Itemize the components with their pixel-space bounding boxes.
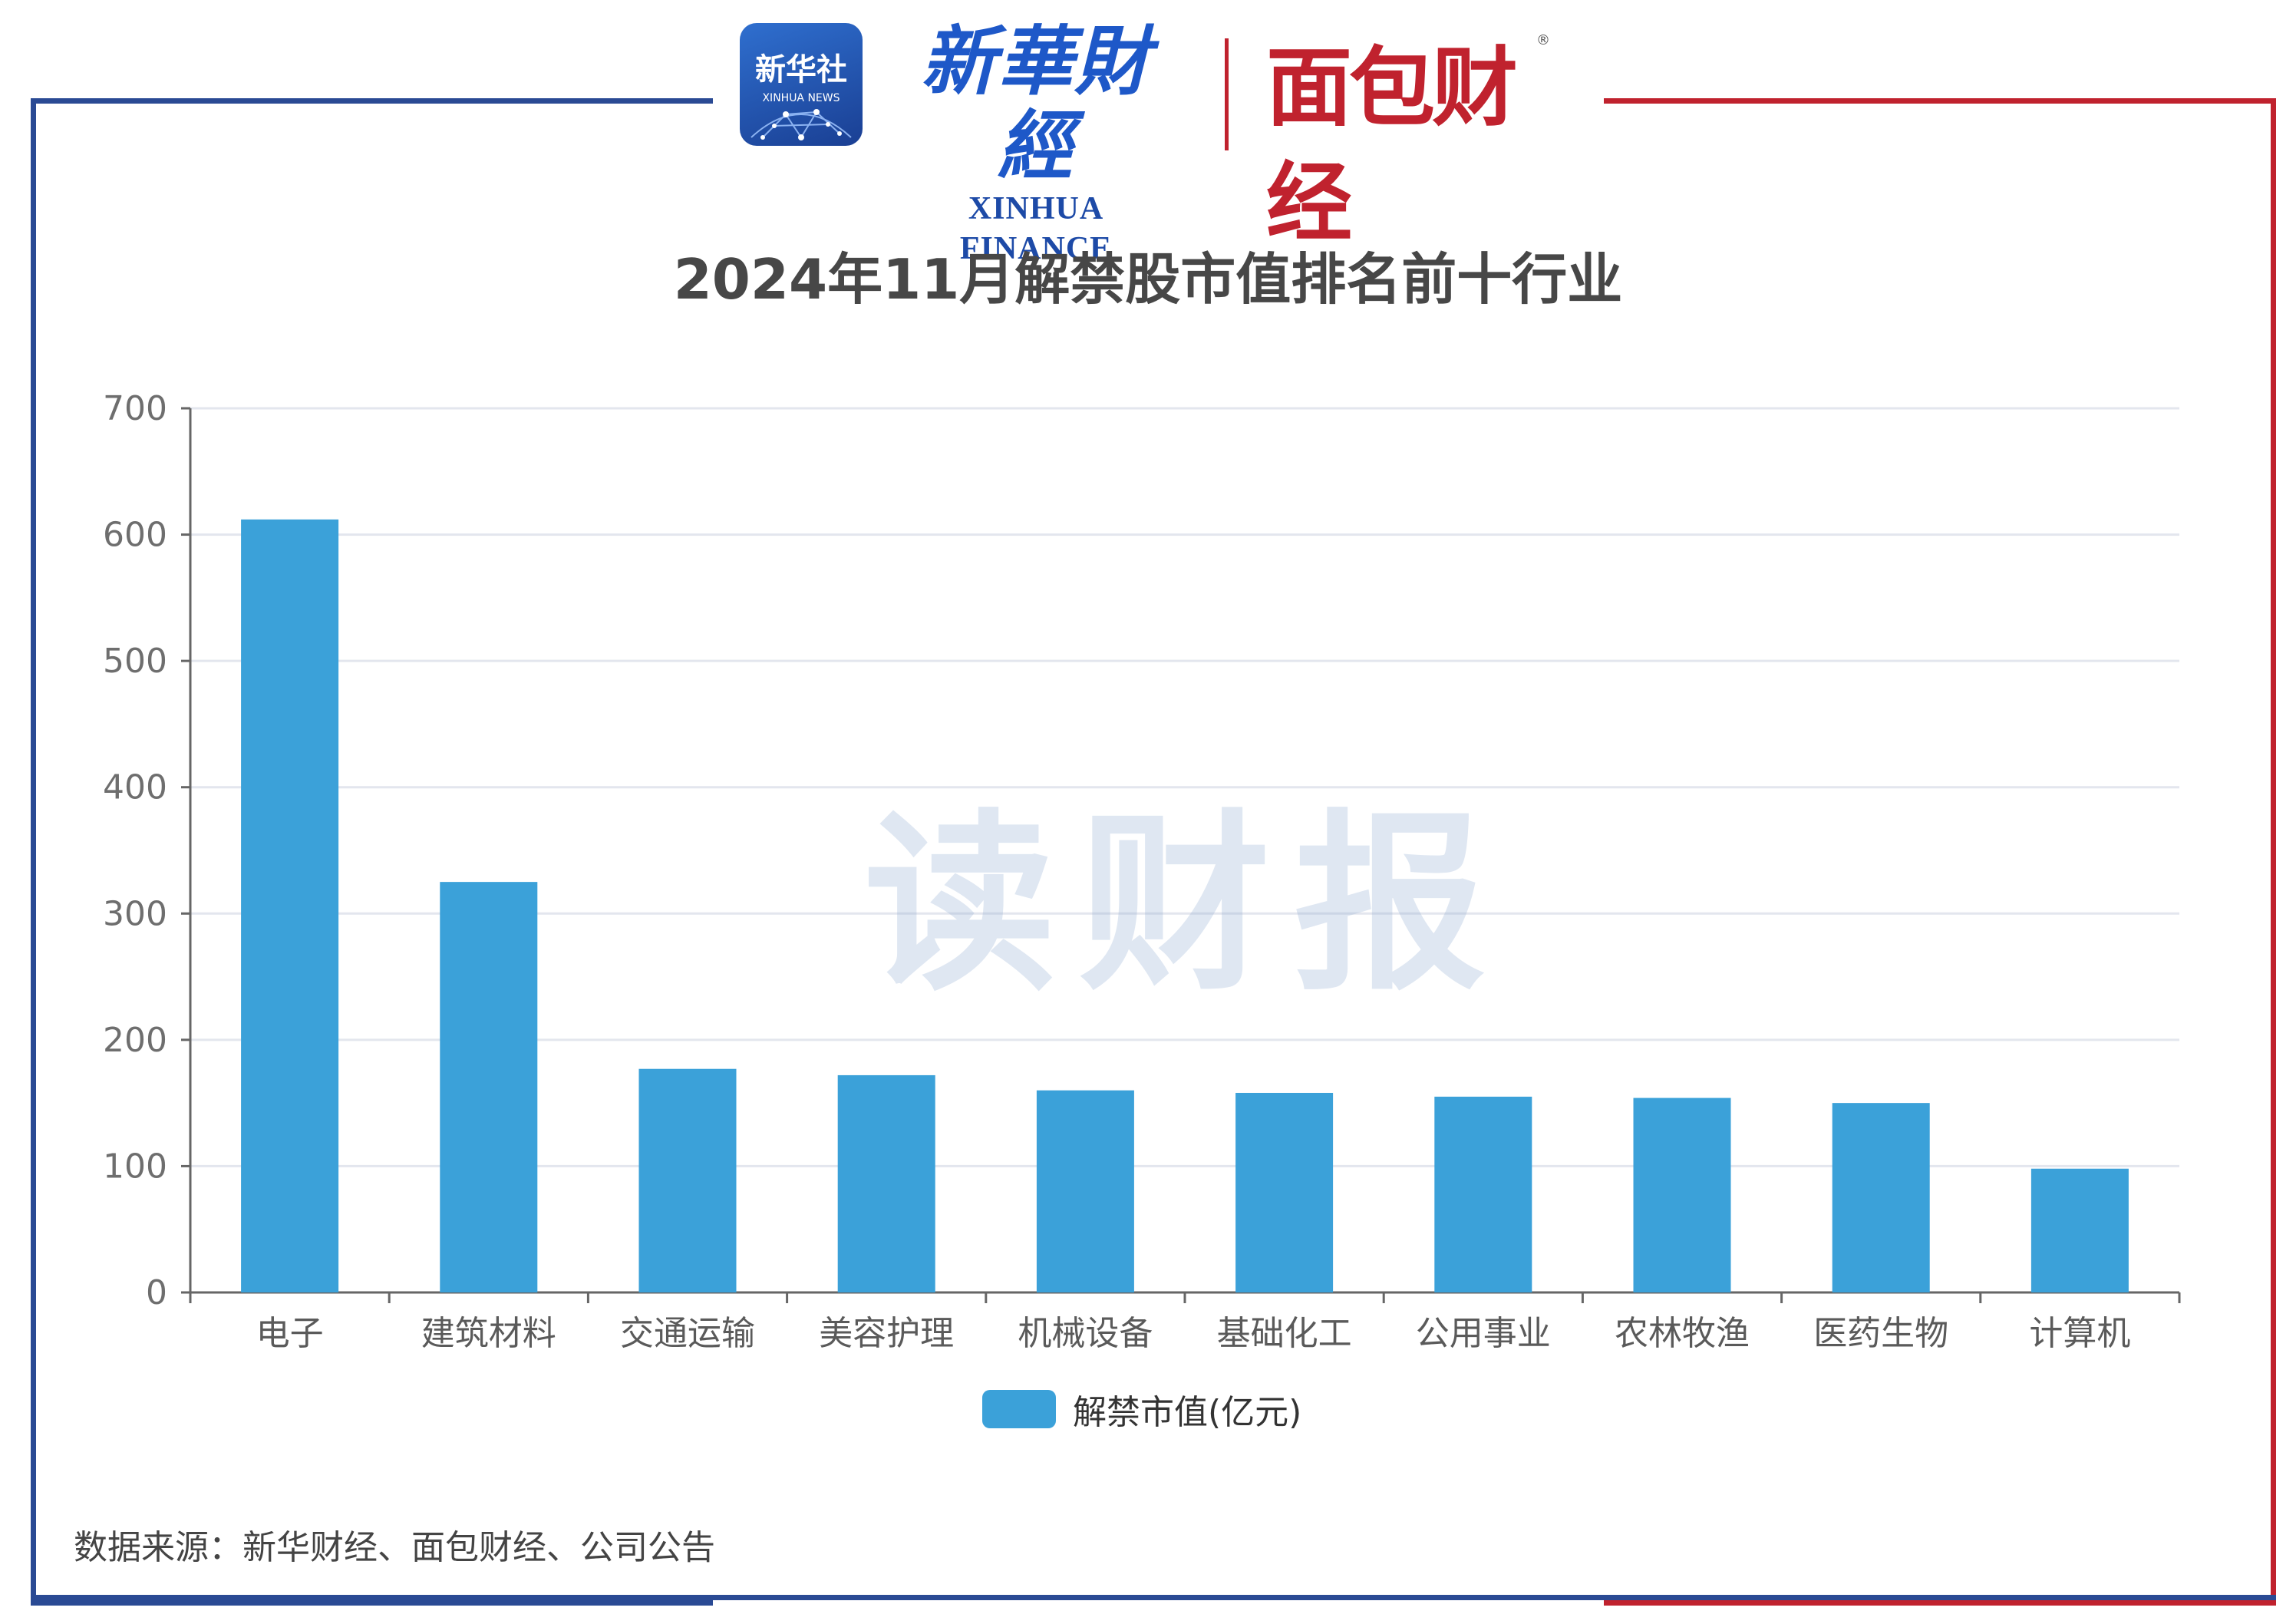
mianbao-finance-logo-text: 面包财经 — [1266, 38, 1518, 253]
y-tick-label: 100 — [103, 1147, 167, 1186]
network-globe-icon — [750, 109, 852, 140]
y-tick-label: 500 — [103, 642, 167, 681]
frame-left-border — [31, 98, 713, 1606]
bar — [1036, 1090, 1134, 1292]
frame-bottom-border — [31, 1595, 2276, 1600]
bar — [1633, 1098, 1731, 1292]
x-tick-label: 基础化工 — [1217, 1314, 1352, 1353]
x-tick-label: 农林牧渔 — [1615, 1314, 1750, 1353]
bar — [1434, 1096, 1532, 1292]
xinhua-finance-logo: 新華財經 XINHUA FINANCE — [890, 20, 1182, 267]
registered-mark: ® — [1536, 32, 1550, 48]
x-tick-label: 建筑材料 — [421, 1314, 556, 1353]
y-tick-label: 700 — [103, 389, 167, 428]
xinhua-news-logo-en: XINHUA NEWS — [762, 92, 840, 104]
mianbao-finance-logo: 面包财经 ® — [1266, 31, 1573, 253]
xinhua-news-logo: 新华社 XINHUA NEWS — [740, 23, 863, 146]
x-tick-label: 医药生物 — [1813, 1314, 1948, 1353]
chart-title: 2024年11月解禁股市值排名前十行业 — [673, 247, 1623, 312]
xinhua-news-logo-cn: 新华社 — [755, 52, 847, 87]
bar — [638, 1068, 737, 1292]
x-tick-label: 电子 — [256, 1314, 324, 1353]
y-tick-label: 600 — [103, 516, 167, 555]
frame-right-border — [1604, 98, 2276, 1606]
x-tick-label: 机械设备 — [1018, 1314, 1153, 1353]
xinhua-finance-logo-cn: 新華財經 — [920, 18, 1151, 190]
legend-label: 解禁市值(亿元) — [1073, 1393, 1302, 1432]
bar — [440, 882, 538, 1292]
bar — [1832, 1103, 1930, 1292]
x-tick-label: 交通运输 — [620, 1314, 755, 1353]
logo-separator — [1225, 38, 1229, 150]
legend-swatch — [982, 1390, 1056, 1428]
bar — [1235, 1092, 1334, 1292]
x-tick-label: 美容护理 — [819, 1314, 954, 1353]
data-source-note: 数据来源：新华财经、面包财经、公司公告 — [74, 1528, 715, 1567]
bar — [2030, 1168, 2129, 1292]
y-tick-label: 0 — [146, 1273, 167, 1312]
bar — [837, 1074, 935, 1292]
xinhua-finance-logo-en: XINHUA FINANCE — [959, 191, 1113, 266]
y-tick-label: 300 — [103, 894, 167, 933]
bar — [241, 519, 339, 1292]
y-tick-label: 400 — [103, 768, 167, 807]
y-tick-label: 200 — [103, 1021, 167, 1060]
watermark: 读财报 — [864, 793, 1509, 1016]
legend: 解禁市值(亿元) — [982, 1388, 1302, 1432]
x-tick-label: 计算机 — [2029, 1314, 2130, 1353]
x-tick-label: 公用事业 — [1416, 1314, 1551, 1353]
